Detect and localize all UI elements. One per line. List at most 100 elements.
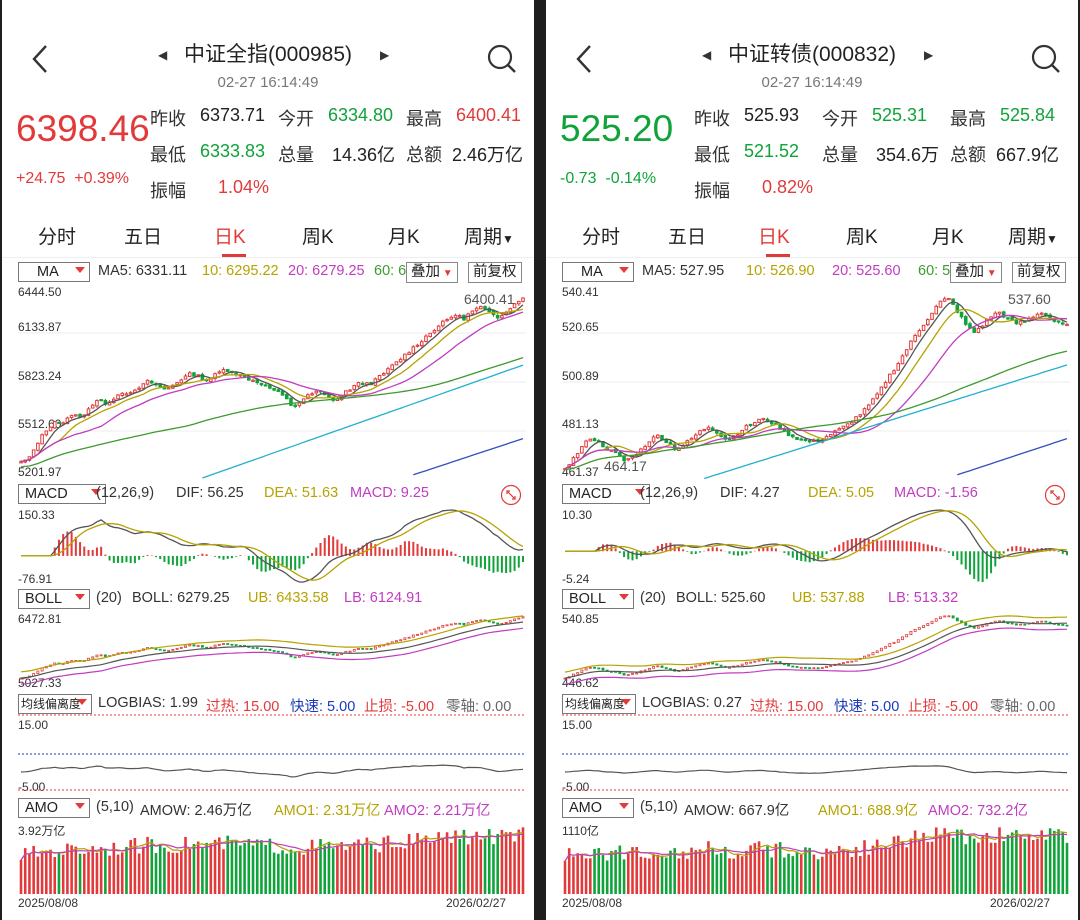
ma5-value: MA5: 6331.11: [98, 263, 188, 279]
amo-bar: [196, 841, 200, 894]
boll-candle: [879, 647, 883, 652]
boll-candle: [306, 652, 310, 655]
amo-chart[interactable]: [562, 820, 1070, 894]
tab-period[interactable]: 周期▼: [464, 227, 514, 248]
boll-candle: [943, 615, 947, 618]
amo-bar: [960, 829, 963, 894]
boll-candle: [875, 650, 879, 653]
tab-daily-k[interactable]: 日K: [758, 227, 790, 248]
amo-bar: [479, 839, 483, 894]
amo-bar: [597, 848, 601, 894]
tab-monthly-k[interactable]: 月K: [388, 227, 420, 248]
amo-bar: [880, 847, 883, 894]
dea-line: [21, 510, 524, 581]
macd-selector[interactable]: MACD: [18, 484, 106, 504]
boll-chart[interactable]: [562, 610, 1070, 690]
candle: [934, 304, 939, 315]
amo-bar: [116, 854, 120, 894]
boll-chart[interactable]: [18, 610, 526, 690]
tab-period[interactable]: 周期▼: [1008, 227, 1058, 248]
logbias-selector[interactable]: 均线偏离度: [562, 694, 636, 714]
expand-icon[interactable]: [500, 484, 522, 506]
tab-weekly-k[interactable]: 周K: [302, 227, 334, 248]
logbias-selector[interactable]: 均线偏离度: [18, 694, 92, 714]
triangle-left-icon[interactable]: ◀: [158, 48, 168, 62]
search-icon[interactable]: [1030, 42, 1062, 76]
amo-chart[interactable]: [18, 820, 526, 894]
ma-selector[interactable]: MA: [18, 262, 90, 282]
boll-lb-line: [564, 627, 1067, 685]
period-tabs: 分时 五日 日K 周K 月K 周期▼: [2, 214, 534, 258]
candle: [584, 439, 588, 449]
boll-selector[interactable]: BOLL: [18, 589, 90, 609]
tab-daily-k[interactable]: 日K: [214, 227, 246, 248]
triangle-right-icon[interactable]: ▶: [380, 48, 390, 62]
candle: [875, 391, 879, 400]
amo-bar: [180, 850, 183, 894]
amo-bar: [23, 848, 27, 894]
candle: [500, 314, 504, 320]
tab-intraday[interactable]: 分时: [38, 227, 77, 248]
triangle-left-icon[interactable]: ◀: [702, 48, 712, 62]
low-label: 最低: [694, 145, 730, 165]
amo-amo2: AMO2: 2.21万亿: [384, 803, 491, 819]
amo-bar: [989, 842, 993, 894]
candle: [192, 371, 196, 377]
amplitude-label: 振幅: [694, 181, 730, 201]
boll-candle: [597, 667, 601, 670]
adjust-button[interactable]: 前复权: [1012, 262, 1066, 283]
boll-selector[interactable]: BOLL: [562, 589, 634, 609]
ma-selector[interactable]: MA: [562, 262, 634, 282]
chevron-left-icon[interactable]: [26, 42, 56, 76]
panel-csi-all-share: 中证全指(000985) 02-27 16:14:49 ◀ ▶ 6398.46 …: [2, 0, 534, 920]
candle: [892, 369, 896, 375]
boll-candle: [260, 648, 263, 650]
amo-bar: [610, 851, 613, 894]
amo-bar: [626, 853, 630, 894]
boll-candle: [1044, 620, 1048, 623]
boll-candle: [926, 623, 930, 627]
amo-bar: [977, 842, 980, 894]
tab-five-day[interactable]: 五日: [124, 227, 163, 248]
amo-bar: [142, 846, 145, 894]
candle: [643, 444, 647, 451]
overlay-button[interactable]: 叠加 ▼: [406, 262, 458, 283]
kline-axis-3: 5823.24: [18, 369, 62, 383]
boll-candle: [416, 634, 419, 636]
chevron-left-icon[interactable]: [570, 42, 600, 76]
boll-candle: [896, 639, 900, 643]
boll-candle: [179, 647, 183, 649]
amo-bar: [778, 842, 782, 894]
macd-chart[interactable]: [562, 506, 1070, 586]
amo-bar: [209, 843, 213, 894]
tab-weekly-k[interactable]: 周K: [846, 227, 878, 248]
boll-axis-top: 6472.81: [18, 612, 62, 626]
overlay-button[interactable]: 叠加 ▼: [950, 262, 1002, 283]
macd-selector[interactable]: MACD: [562, 484, 650, 504]
candle: [592, 437, 597, 442]
logbias-chart[interactable]: [18, 714, 526, 794]
amo-bar: [884, 846, 887, 894]
tab-monthly-k[interactable]: 月K: [932, 227, 964, 248]
macd-chart[interactable]: [18, 506, 526, 586]
candle: [44, 430, 49, 437]
tab-intraday[interactable]: 分时: [582, 227, 621, 248]
boll-candle: [635, 672, 639, 675]
kline-chart[interactable]: [18, 284, 526, 480]
expand-icon[interactable]: [1044, 484, 1066, 506]
boll-candle: [230, 643, 234, 646]
boll-candle: [998, 620, 1001, 623]
search-icon[interactable]: [486, 42, 518, 76]
page-title: 中证转债(000832): [727, 43, 897, 66]
logbias-indicator-row: 均线偏离度 LOGBIAS: 0.27 过热: 15.00 快速: 5.00 止…: [546, 694, 1078, 716]
kline-chart[interactable]: [562, 284, 1070, 480]
logbias-chart[interactable]: [562, 714, 1070, 794]
triangle-right-icon[interactable]: ▶: [924, 48, 934, 62]
amo-selector[interactable]: AMO: [18, 798, 90, 818]
adjust-button[interactable]: 前复权: [468, 262, 522, 283]
amo-selector[interactable]: AMO: [562, 798, 634, 818]
tab-five-day[interactable]: 五日: [668, 227, 707, 248]
boll-candle: [744, 661, 748, 665]
amo-bar: [715, 854, 719, 894]
amo-bar: [584, 858, 588, 894]
